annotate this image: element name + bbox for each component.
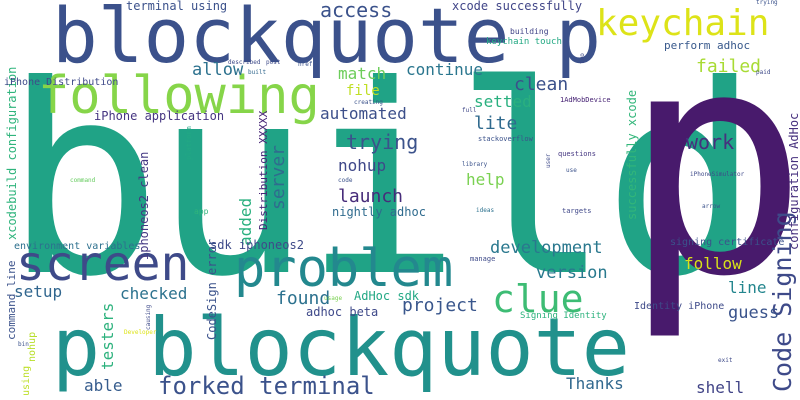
cloud-word: paid [756, 69, 771, 76]
cloud-word: guess [728, 303, 780, 323]
cloud-word: building [510, 27, 549, 36]
cloud-word: arrow [702, 203, 721, 210]
cloud-word: problem [234, 239, 454, 299]
cloud-word: stackoverflow [478, 135, 533, 143]
cloud-word: automated [320, 104, 407, 123]
cloud-word: nightly adhoc [332, 205, 426, 219]
cloud-word: AdHoc sdk [354, 289, 420, 303]
cloud-word: targets [562, 207, 592, 215]
cloud-word: clean [514, 74, 569, 95]
cloud-word: shell [696, 378, 745, 397]
cloud-word: server [268, 144, 289, 210]
cloud-word: questions [558, 150, 596, 158]
cloud-word: platform [185, 126, 193, 160]
cloud-word: iPhone application [94, 109, 225, 123]
cloud-word: manage [470, 255, 496, 263]
cloud-word: line [728, 278, 767, 297]
cloud-word: causing [145, 304, 152, 330]
cloud-word: setup [14, 282, 63, 301]
cloud-word: configuration AdHoc [787, 112, 800, 250]
cloud-word: keychain touch [486, 37, 562, 47]
cloud-word: checked [120, 284, 188, 303]
cloud-word: CodeSign error [205, 238, 219, 340]
cloud-word: terminal using [126, 0, 228, 13]
cloud-word: usage [324, 295, 343, 302]
cloud-word: app [194, 207, 209, 216]
cloud-word: post [266, 59, 281, 66]
cloud-word: follow [684, 254, 742, 273]
cloud-word: found [276, 288, 331, 309]
cloud-word: xcode successfully [452, 0, 583, 13]
cloud-word: Identity iPhone [634, 301, 725, 312]
cloud-word: href [298, 61, 313, 68]
cloud-word: command line [5, 260, 18, 340]
cloud-word: ideas [476, 207, 495, 214]
cloud-word: help [466, 170, 505, 189]
cloud-word: xcodebuild configuration [5, 66, 19, 240]
cloud-word: development [490, 238, 603, 258]
cloud-word: bin [18, 341, 29, 348]
cloud-word: version [536, 263, 608, 283]
cloud-word: iPhoneSimulator [690, 171, 745, 178]
cloud-word: clue [492, 277, 584, 321]
cloud-word: library [462, 161, 488, 168]
cloud-word: forked terminal [158, 372, 375, 400]
cloud-word: keychain [596, 3, 770, 44]
cloud-word: launch [338, 186, 404, 207]
cloud-word: 1AdMobDevice [560, 96, 611, 104]
cloud-word: p blockquote [52, 301, 630, 394]
cloud-word: successfully xcode [625, 89, 639, 220]
cloud-word: allow [192, 60, 244, 80]
cloud-word: exit [718, 357, 733, 364]
cloud-word: described [228, 59, 261, 66]
cloud-word: failed [696, 56, 762, 77]
cloud-word: able [84, 376, 123, 395]
cloud-word: built [248, 69, 267, 76]
cloud-word: build [4, 29, 761, 334]
cloud-word: file [346, 83, 380, 99]
cloud-word: project [402, 295, 478, 316]
cloud-word: match [338, 64, 387, 83]
cloud-word: following [38, 66, 320, 126]
cloud-word: command [70, 177, 96, 184]
cloud-word: blockquote p [52, 0, 602, 80]
cloud-word: work [686, 130, 735, 154]
cloud-word: adhoc beta [306, 305, 379, 319]
cloud-word: iPhone Distribution [4, 77, 119, 88]
cloud-word: Distribution XXXXX [257, 110, 270, 230]
cloud-word: p [622, 0, 800, 345]
cloud-word: creating [354, 99, 383, 106]
cloud-word: signing certificate [670, 237, 785, 248]
cloud-word: use [566, 167, 577, 174]
cloud-word: full [462, 107, 477, 114]
cloud-word: perform adhoc [664, 39, 751, 52]
cloud-word: nohup [27, 331, 38, 362]
cloud-word: nohup [338, 156, 387, 175]
cloud-word: Developer [124, 329, 157, 336]
cloud-word: Signing Identity [520, 311, 607, 321]
cloud-word: code [338, 177, 353, 184]
cloud-word: setted [474, 92, 532, 111]
cloud-word: Thanks [566, 374, 624, 393]
cloud-word: two [579, 53, 586, 64]
cloud-word: continue [406, 60, 484, 79]
cloud-word: trying [756, 0, 778, 6]
cloud-word: environment variables [14, 241, 141, 252]
cloud-word: trying [346, 130, 419, 154]
cloud-word: sdk iphoneos2 [210, 238, 304, 252]
cloud-word: user [545, 153, 552, 168]
cloud-word: using [21, 365, 32, 396]
cloud-word: screen [16, 236, 190, 292]
cloud-word: lite [474, 113, 518, 134]
cloud-word: access [320, 0, 393, 22]
cloud-word: testers [98, 302, 117, 370]
